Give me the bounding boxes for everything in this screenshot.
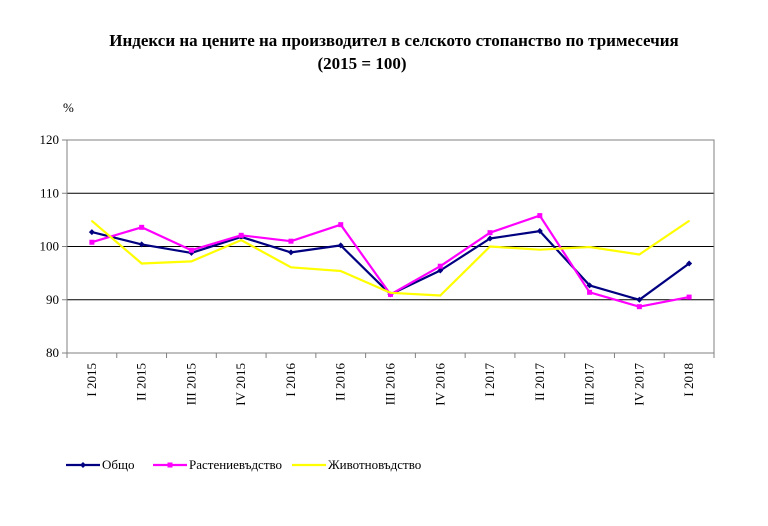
series-3	[91, 219, 690, 297]
data-point	[587, 289, 593, 295]
data-point	[389, 292, 392, 294]
x-tick-label: IV 2016	[432, 363, 447, 406]
data-point	[91, 220, 93, 222]
data-point	[439, 294, 442, 297]
data-point	[140, 262, 143, 265]
series-2	[89, 213, 692, 310]
data-point	[339, 270, 342, 272]
legend: Общо Растениевъдство Животновъдство	[66, 457, 421, 472]
legend-marker	[80, 462, 86, 468]
x-axis-ticks: I 2015 II 2015 III 2015 IV 2015 I 2016 II 201…	[66, 353, 715, 406]
data-point	[139, 224, 145, 230]
x-tick-label: I 2016	[283, 363, 298, 397]
data-point	[536, 228, 543, 235]
data-point	[537, 213, 543, 219]
chart-title-line-2: (2015 = 100)	[317, 54, 406, 73]
y-tick-label: 90	[46, 292, 59, 307]
x-tick-label: II 2017	[532, 363, 547, 401]
data-point	[636, 304, 642, 310]
x-tick-label: I 2015	[84, 363, 99, 397]
y-tick-label: 110	[40, 185, 59, 200]
series-line	[91, 230, 690, 301]
data-point	[288, 238, 294, 244]
series-1	[88, 228, 693, 303]
data-point	[588, 246, 591, 248]
x-tick-label: IV 2017	[631, 363, 646, 406]
legend-item-1: Общо	[66, 457, 135, 472]
data-point	[489, 245, 491, 248]
data-point	[437, 267, 444, 274]
x-tick-label: II 2015	[134, 363, 149, 401]
data-point	[688, 220, 690, 222]
series-lines	[88, 213, 693, 310]
legend-item-3: Животновъдство	[292, 457, 421, 472]
data-point	[337, 242, 344, 249]
data-point	[190, 260, 193, 263]
x-tick-label: II 2016	[333, 363, 348, 401]
data-point	[487, 230, 493, 236]
chart-title-line-1: Индекси на цените на производител в селс…	[109, 31, 678, 50]
y-axis-ticks: 80 90 100 110 120	[40, 132, 67, 360]
legend-marker	[167, 462, 173, 468]
y-tick-label: 120	[40, 132, 60, 147]
data-point	[138, 241, 145, 248]
x-tick-label: III 2015	[183, 363, 198, 405]
data-point	[638, 253, 641, 256]
legend-label: Растениевъдство	[189, 457, 282, 472]
series-line	[91, 219, 690, 297]
data-point	[290, 266, 292, 269]
data-point	[240, 239, 242, 241]
legend-label: Общо	[102, 457, 135, 472]
data-point	[188, 247, 194, 253]
data-point	[89, 239, 95, 245]
y-tick-label: 100	[40, 239, 60, 254]
data-point	[686, 294, 692, 300]
data-point	[238, 232, 244, 238]
data-point	[636, 296, 643, 303]
x-tick-label: IV 2015	[233, 363, 248, 406]
x-tick-label: III 2017	[582, 363, 597, 406]
x-tick-label: III 2016	[383, 363, 398, 406]
data-point	[287, 249, 294, 256]
data-point	[686, 260, 693, 267]
legend-label: Животновъдство	[328, 457, 421, 472]
gridlines	[67, 192, 714, 301]
data-point	[586, 282, 593, 289]
data-point	[88, 229, 95, 236]
data-point	[388, 291, 393, 297]
y-tick-label: 80	[46, 345, 59, 360]
data-point	[338, 222, 344, 228]
x-tick-label: I 2018	[681, 363, 696, 397]
legend-item-2: Растениевъдство	[153, 457, 282, 472]
data-point	[437, 263, 443, 269]
x-tick-label: I 2017	[482, 363, 497, 397]
data-point	[487, 235, 494, 242]
data-point	[539, 248, 541, 251]
y-axis-unit-label: %	[63, 100, 74, 115]
